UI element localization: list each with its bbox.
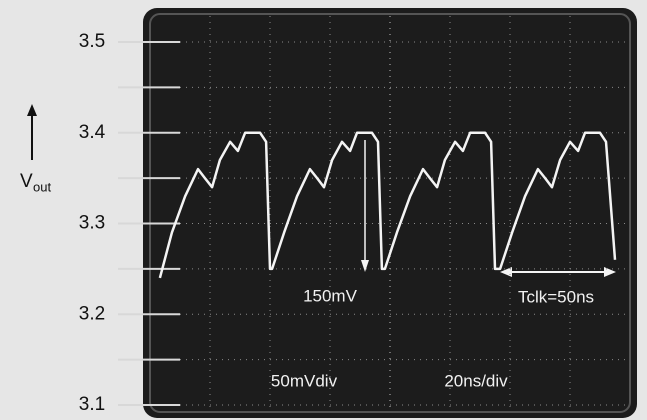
y-tick-label: 3.4 <box>79 122 106 143</box>
annotation: 50mVdiv <box>271 371 338 390</box>
y-axis-label: V <box>20 171 33 192</box>
annotation: 20ns/div <box>444 371 508 390</box>
ylabel-arrowhead <box>27 104 37 116</box>
y-tick-label: 3.3 <box>79 213 105 234</box>
y-axis-label-sub: out <box>33 179 51 194</box>
annotation: Tclk=50ns <box>518 287 594 306</box>
y-tick-label: 3.5 <box>79 31 105 52</box>
y-tick-label: 3.2 <box>79 303 105 324</box>
chart: V out 150mV Tclk=50ns 50mVdiv 20ns/div 3… <box>0 0 647 420</box>
scope-screen <box>143 8 637 418</box>
annotation: 150mV <box>303 286 358 305</box>
y-tick-label: 3.1 <box>79 394 105 415</box>
